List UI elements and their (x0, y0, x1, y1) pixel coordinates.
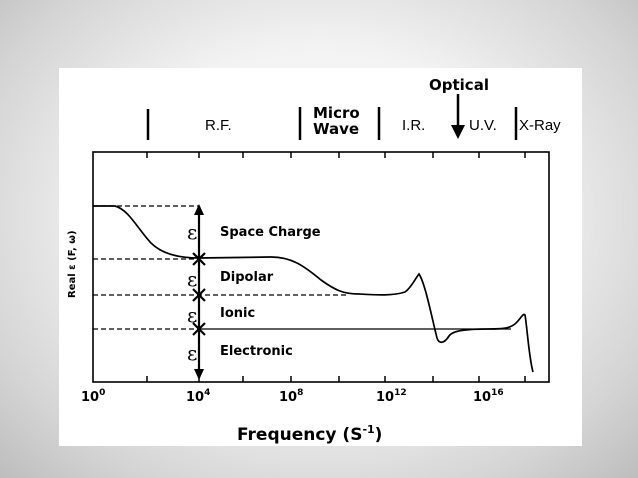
x-tick-label-1e16: 1016 (473, 388, 504, 405)
optical-arrow (451, 94, 465, 139)
plot-frame (92, 151, 550, 383)
band-label-rf: R.F. (205, 117, 232, 134)
x-axis-title: Frequency (S-1) (237, 423, 382, 445)
figure-canvas: Optical R.F. Micro Wave I.R. U.V. X-Ray (67, 76, 561, 445)
mechanism-label-electronic: Electronic (220, 344, 293, 359)
epsilon-symbol-electronic: ε (187, 341, 197, 365)
band-label-ir: I.R. (402, 117, 425, 134)
epsilon-symbol-dipolar: ε (187, 267, 197, 291)
mechanism-label-space-charge: Space Charge (220, 225, 321, 240)
x-tick-label-1e0: 100 (81, 388, 105, 405)
band-label-micro-line1: Micro (313, 104, 360, 122)
x-tick-label-1e8: 108 (279, 388, 303, 405)
epsilon-symbol-space-charge: ε (187, 220, 197, 244)
band-label-optical: Optical (429, 76, 489, 94)
x-tick-label-1e4: 104 (186, 388, 210, 405)
mechanism-label-ionic: Ionic (220, 306, 255, 321)
mechanism-label-dipolar: Dipolar (220, 270, 274, 285)
tick-marks (146, 152, 526, 382)
y-axis-label: Real ε (F, ω) (67, 230, 78, 298)
band-label-uv: U.V. (469, 117, 497, 134)
x-tick-label-1e12: 1012 (376, 388, 407, 405)
band-label-micro-line2: Wave (313, 120, 359, 138)
dielectric-frequency-figure: Optical R.F. Micro Wave I.R. U.V. X-Ray (59, 68, 582, 446)
band-label-xray: X-Ray (519, 117, 561, 134)
epsilon-symbol-ionic: ε (187, 303, 197, 327)
epsilon-contribution-arrow (192, 204, 206, 380)
